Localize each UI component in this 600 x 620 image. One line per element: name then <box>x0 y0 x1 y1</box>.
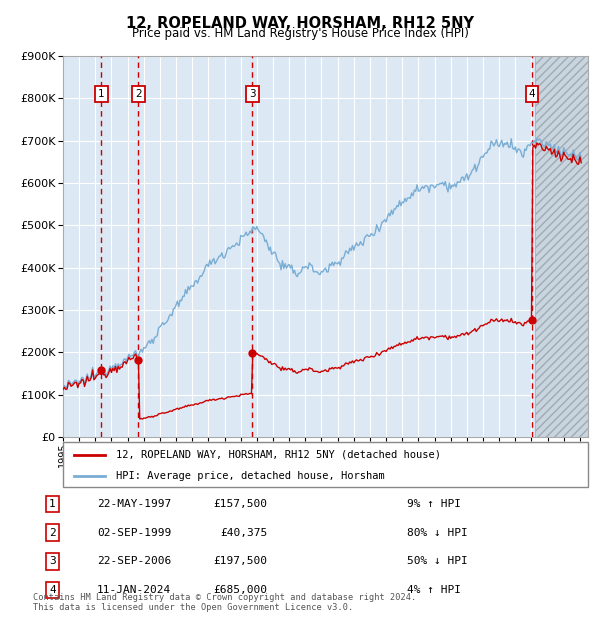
Text: 1: 1 <box>98 89 105 99</box>
Text: 50% ↓ HPI: 50% ↓ HPI <box>407 557 467 567</box>
Text: 3: 3 <box>249 89 256 99</box>
Text: 11-JAN-2024: 11-JAN-2024 <box>97 585 172 595</box>
Text: £157,500: £157,500 <box>214 499 268 509</box>
Text: 4: 4 <box>49 585 56 595</box>
Bar <box>535 56 588 437</box>
Text: 22-MAY-1997: 22-MAY-1997 <box>97 499 172 509</box>
Text: 2: 2 <box>49 528 56 538</box>
Text: £40,375: £40,375 <box>220 528 268 538</box>
FancyBboxPatch shape <box>63 442 588 487</box>
Text: 2: 2 <box>135 89 142 99</box>
Text: 1: 1 <box>49 499 56 509</box>
Text: £197,500: £197,500 <box>214 557 268 567</box>
Text: 12, ROPELAND WAY, HORSHAM, RH12 5NY: 12, ROPELAND WAY, HORSHAM, RH12 5NY <box>126 16 474 30</box>
Text: 3: 3 <box>49 557 56 567</box>
Text: 02-SEP-1999: 02-SEP-1999 <box>97 528 172 538</box>
Text: Contains HM Land Registry data © Crown copyright and database right 2024.
This d: Contains HM Land Registry data © Crown c… <box>33 593 416 612</box>
Text: 9% ↑ HPI: 9% ↑ HPI <box>407 499 461 509</box>
Text: Price paid vs. HM Land Registry's House Price Index (HPI): Price paid vs. HM Land Registry's House … <box>131 27 469 40</box>
Text: 80% ↓ HPI: 80% ↓ HPI <box>407 528 467 538</box>
Text: 4% ↑ HPI: 4% ↑ HPI <box>407 585 461 595</box>
Text: HPI: Average price, detached house, Horsham: HPI: Average price, detached house, Hors… <box>115 471 384 480</box>
Text: 22-SEP-2006: 22-SEP-2006 <box>97 557 172 567</box>
Text: £685,000: £685,000 <box>214 585 268 595</box>
Text: 12, ROPELAND WAY, HORSHAM, RH12 5NY (detached house): 12, ROPELAND WAY, HORSHAM, RH12 5NY (det… <box>115 450 440 459</box>
Text: 4: 4 <box>529 89 535 99</box>
